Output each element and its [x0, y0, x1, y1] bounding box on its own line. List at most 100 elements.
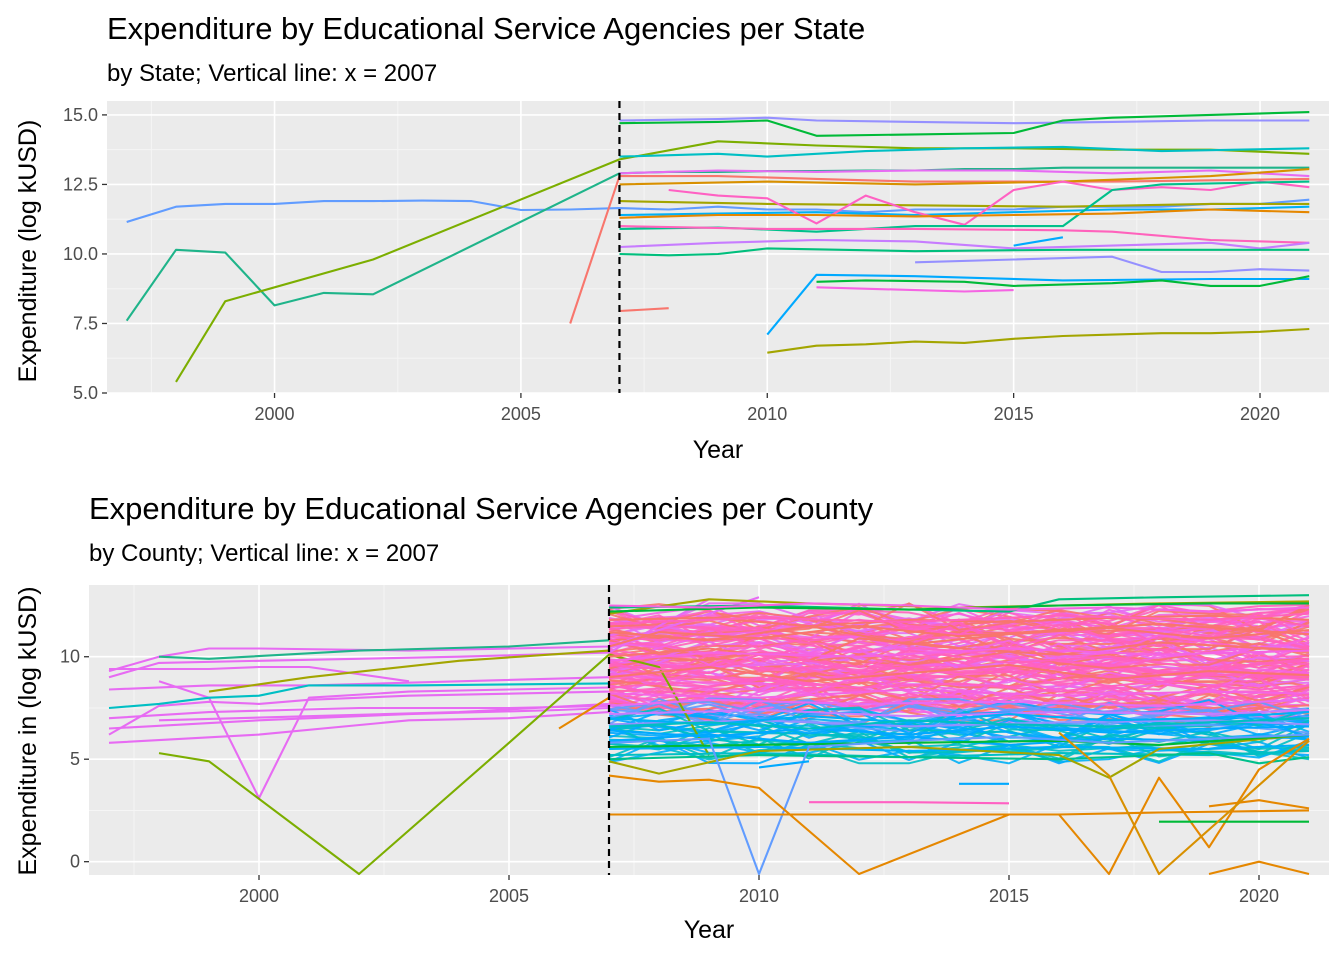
series-line: [109, 665, 410, 683]
county-background-line: [608, 602, 1310, 631]
series-line: [608, 663, 1310, 683]
y-tick-label: 7.5: [73, 313, 98, 333]
y-tick-label: 5: [70, 749, 80, 769]
y-tick-label: 12.5: [63, 174, 98, 194]
series-line: [608, 612, 1310, 625]
county-background-line: [608, 647, 1310, 670]
series-line: [767, 327, 1310, 354]
series-line: [608, 717, 1310, 730]
series-line: [158, 639, 610, 660]
series-line: [608, 708, 1310, 718]
series-line: [608, 733, 1310, 748]
series-line: [608, 647, 1310, 662]
state-chart-subtitle: by State; Vertical line: x = 2007: [107, 60, 437, 87]
series-line: [608, 688, 1310, 699]
x-tick-label: 2005: [489, 886, 529, 906]
county-x-axis-title: Year: [684, 916, 735, 944]
series-line: [1208, 860, 1310, 876]
state-x-ticks: 2000 2005 2010 2015 2020: [255, 393, 1280, 424]
series-line: [608, 733, 1310, 779]
series-line: [158, 702, 610, 722]
series-line: [608, 749, 1310, 759]
series-line: [608, 743, 1310, 753]
x-tick-label: 2015: [994, 404, 1034, 424]
series-line: [608, 752, 1310, 765]
y-tick-label: 5.0: [73, 383, 98, 403]
series-line: [608, 733, 1310, 876]
series-line: [809, 801, 1010, 805]
series-line: [619, 169, 1310, 178]
series-line: [108, 711, 610, 744]
series-line: [158, 653, 710, 876]
state-y-axis-title: Expenditure (log kUSD): [14, 120, 42, 383]
series-line: [619, 225, 1310, 244]
x-tick-label: 2010: [747, 404, 787, 424]
county-series-lines: [108, 594, 1310, 876]
series-line: [608, 624, 1310, 646]
series-line: [816, 286, 1014, 293]
series-line: [619, 208, 1310, 219]
series-line: [608, 678, 1310, 695]
county-background-line: [608, 612, 1310, 642]
x-tick-label: 2000: [255, 404, 295, 424]
county-background-line: [608, 609, 1310, 635]
county-background-line: [608, 677, 1310, 708]
series-line: [619, 116, 1310, 125]
series-line: [619, 168, 1310, 186]
x-tick-label: 2005: [501, 404, 541, 424]
county-background-line: [608, 636, 1310, 666]
series-line: [608, 622, 1310, 648]
series-line: [619, 307, 669, 313]
series-line: [619, 247, 1310, 257]
series-line: [915, 255, 1310, 274]
county-background-line: [608, 682, 1310, 711]
county-background-line: [608, 627, 1310, 656]
county-y-ticks: 0 5 10: [60, 647, 89, 872]
series-line: [108, 598, 710, 679]
series-line: [108, 682, 610, 710]
x-tick-label: 2000: [239, 886, 279, 906]
series-line: [816, 275, 1310, 287]
series-line: [608, 698, 1310, 707]
y-tick-label: 10: [60, 647, 80, 667]
state-plot-panel: [107, 101, 1329, 393]
county-x-ticks: 2000 2005 2010 2015 2020: [239, 875, 1279, 906]
county-y-axis-title: Expenditure in (log kUSD): [14, 586, 42, 875]
x-tick-label: 2020: [1240, 404, 1280, 424]
series-line: [619, 145, 1310, 158]
state-series-lines: [125, 111, 1310, 383]
series-line: [608, 733, 1310, 746]
series-line: [1058, 731, 1310, 876]
series-line: [1013, 236, 1064, 247]
series-line: [619, 200, 1310, 208]
county-chart: Expenditure by Educational Service Agenc…: [14, 491, 1329, 944]
y-tick-label: 15.0: [63, 105, 98, 125]
state-y-ticks: 5.0 7.5 10.0 12.5 15.0: [63, 105, 107, 403]
series-line: [1208, 799, 1310, 810]
state-chart: Expenditure by Educational Service Agenc…: [14, 11, 1329, 464]
county-background-line: [608, 697, 1310, 726]
series-line: [758, 760, 810, 769]
series-line: [558, 696, 610, 730]
x-tick-label: 2015: [989, 886, 1029, 906]
county-chart-title: Expenditure by Educational Service Agenc…: [89, 491, 874, 526]
series-line: [108, 690, 610, 736]
county-background-line: [608, 602, 1310, 630]
series-line: [608, 649, 1310, 675]
series-line: [668, 180, 1310, 226]
series-line: [208, 649, 610, 693]
state-chart-title: Expenditure by Educational Service Agenc…: [107, 11, 865, 46]
series-line: [569, 175, 1310, 324]
series-line: [608, 602, 1310, 613]
x-tick-label: 2010: [739, 886, 779, 906]
series-line: [766, 273, 1310, 336]
state-x-axis-title: Year: [693, 436, 744, 464]
series-line: [609, 809, 1310, 816]
county-chart-subtitle: by County; Vertical line: x = 2007: [89, 540, 439, 567]
y-tick-label: 10.0: [63, 244, 98, 264]
county-background-line: [608, 661, 1310, 684]
series-line: [619, 111, 1310, 137]
y-tick-label: 0: [70, 852, 80, 872]
x-tick-label: 2020: [1239, 886, 1279, 906]
